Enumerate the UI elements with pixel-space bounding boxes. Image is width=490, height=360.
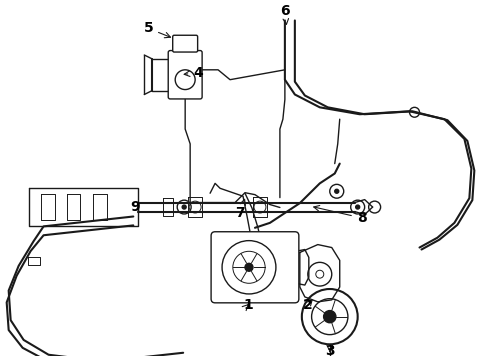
Circle shape: [245, 264, 253, 271]
Text: 8: 8: [314, 206, 367, 225]
Text: 3: 3: [325, 344, 335, 358]
FancyBboxPatch shape: [211, 232, 299, 303]
FancyBboxPatch shape: [172, 35, 197, 52]
Text: 7: 7: [235, 199, 245, 220]
Circle shape: [356, 205, 360, 209]
Circle shape: [335, 189, 339, 193]
Text: 5: 5: [144, 21, 171, 38]
Text: 4: 4: [184, 66, 203, 80]
Circle shape: [182, 205, 186, 209]
Text: 9: 9: [130, 200, 140, 214]
Text: 1: 1: [242, 298, 253, 312]
Text: 2: 2: [303, 298, 313, 312]
Text: 10: 10: [0, 359, 1, 360]
Text: 6: 6: [280, 4, 290, 24]
FancyBboxPatch shape: [168, 50, 202, 99]
Circle shape: [323, 311, 336, 323]
